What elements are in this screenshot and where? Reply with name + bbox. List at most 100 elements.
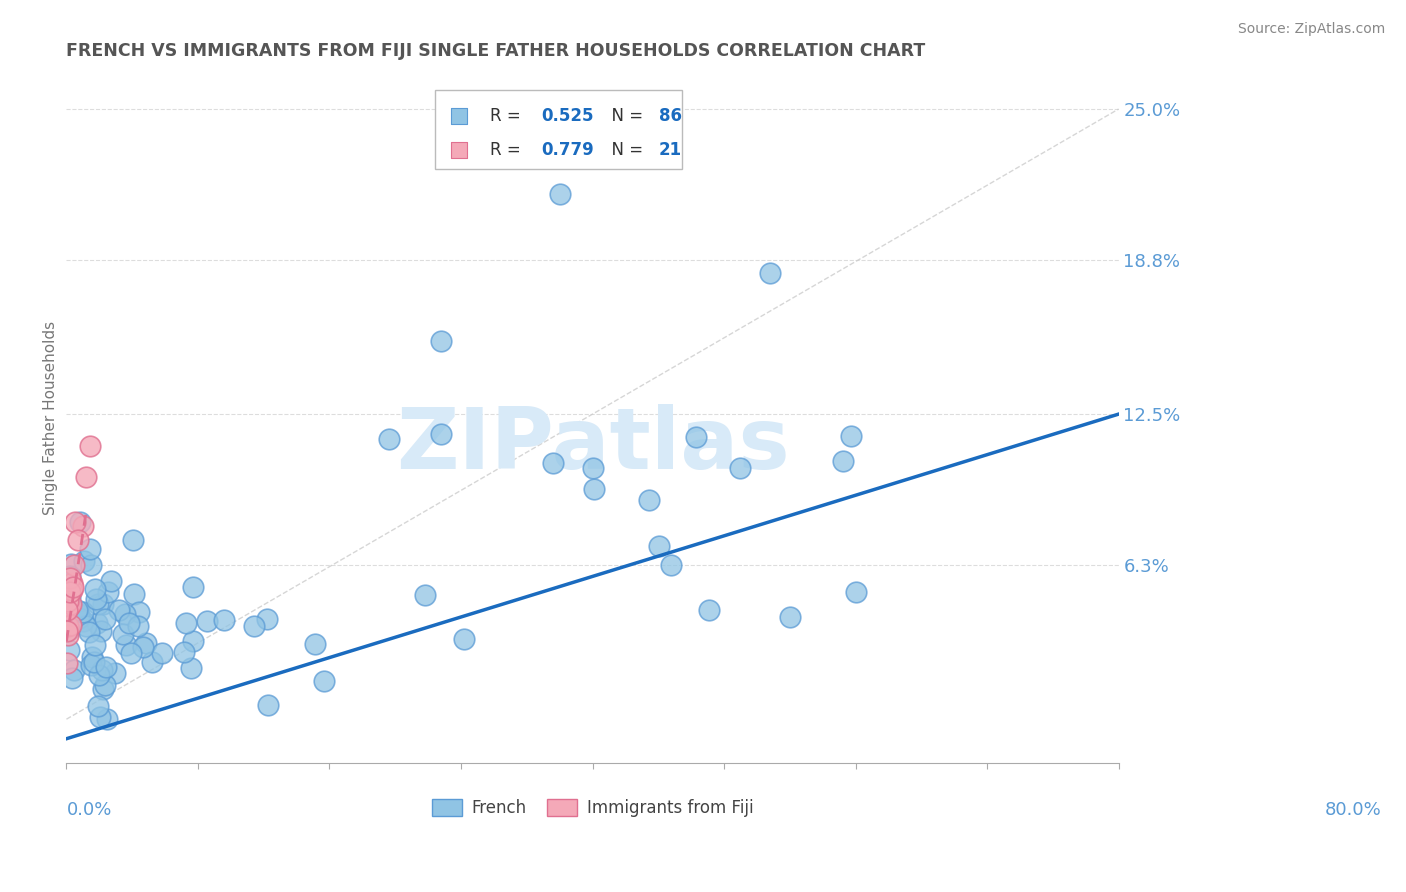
Point [212,613,235,627]
Text: R =: R = [491,142,526,160]
Point [118,616,141,631]
Text: FRENCH VS IMMIGRANTS FROM FIJI SINGLE FATHER HOUSEHOLDS CORRELATION CHART: FRENCH VS IMMIGRANTS FROM FIJI SINGLE FA… [66,42,925,60]
Point [80,650,103,665]
Point [56,599,79,613]
Point [111,627,134,641]
Point [548,187,571,202]
FancyBboxPatch shape [434,90,682,169]
Point [75,470,97,484]
Point [377,432,399,446]
Point [58,642,80,657]
Text: 0.525: 0.525 [541,107,593,125]
Point [79,624,101,639]
Point [75,619,97,633]
Point [304,637,326,651]
Point [831,454,853,468]
Point [79,542,101,557]
Point [174,615,197,630]
Point [97,584,120,599]
Point [84,591,107,606]
Point [121,646,143,660]
Point [135,635,157,649]
Point [94,659,117,673]
Point [80,657,103,672]
Point [841,428,863,442]
Point [72,518,94,533]
Point [60,671,83,685]
Point [67,533,90,548]
Point [127,619,149,633]
Point [73,553,96,567]
Point [108,603,131,617]
Legend: French, Immigrants from Fiji: French, Immigrants from Fiji [425,792,761,824]
Point [312,673,335,688]
Point [59,568,82,582]
Point [56,657,79,671]
Point [56,602,79,616]
Text: R =: R = [491,107,526,125]
Point [94,612,117,626]
Point [58,585,80,599]
Point [58,594,80,608]
Point [79,440,101,454]
Point [91,681,114,696]
Y-axis label: Single Father Households: Single Father Households [44,321,58,515]
Point [87,667,110,681]
Point [150,646,173,660]
Point [104,666,127,681]
Point [60,576,83,591]
Point [541,456,564,470]
Text: 86: 86 [659,107,682,125]
Point [56,628,79,642]
Point [63,558,86,572]
Text: ZIPatlas: ZIPatlas [395,404,789,487]
Point [56,619,79,633]
Point [180,661,202,675]
Point [128,605,150,619]
Point [759,266,782,280]
Point [58,624,80,638]
Point [56,624,79,639]
Point [87,699,110,714]
Point [80,558,103,572]
Point [845,585,868,599]
Point [62,580,84,594]
Point [685,430,707,444]
Point [59,558,82,572]
Point [430,426,453,441]
Point [648,540,671,554]
Point [96,712,118,726]
Point [67,610,90,624]
Text: 0.0%: 0.0% [66,801,112,819]
Point [84,638,107,652]
Point [59,571,82,585]
Point [173,645,195,659]
Point [430,334,453,348]
Point [141,655,163,669]
Point [100,574,122,588]
Point [91,663,114,677]
Point [72,614,94,628]
Text: N =: N = [600,107,648,125]
Point [181,580,204,594]
Point [779,609,801,624]
Text: 21: 21 [659,142,682,160]
Point [583,483,606,497]
Text: N =: N = [600,142,648,160]
Point [195,614,218,628]
Point [59,591,82,605]
Point [453,632,475,646]
Point [86,615,108,630]
Point [60,597,83,611]
Point [115,639,138,653]
Text: 0.779: 0.779 [541,142,593,160]
Point [581,460,603,475]
Point [89,710,111,724]
Point [83,655,105,669]
Point [114,607,136,622]
Point [58,600,80,615]
Point [83,582,105,596]
Point [90,624,112,639]
Point [94,678,117,692]
Point [256,612,278,626]
